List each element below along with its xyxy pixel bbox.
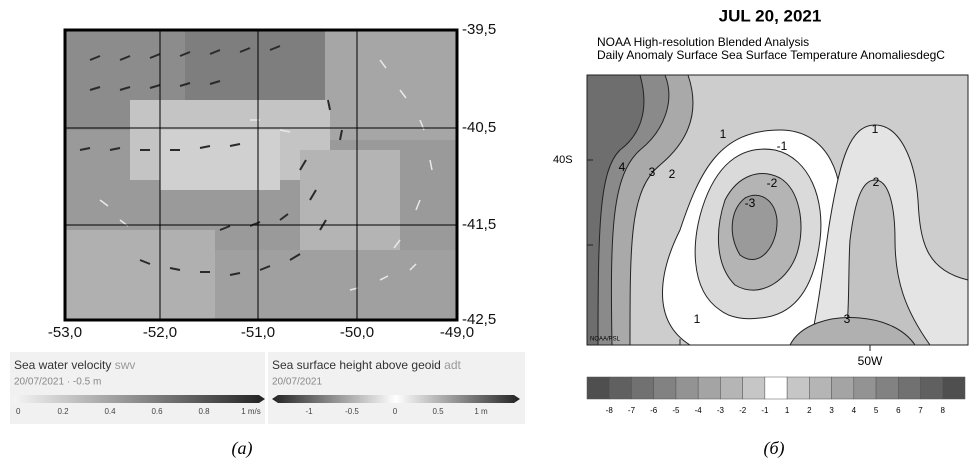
- legend-subtitle: 20/07/2021 · -0.5 m: [14, 377, 101, 388]
- colorbar-cell: [875, 376, 899, 400]
- colorbar-tick: -8: [606, 406, 614, 415]
- subtitle: NOAA High-resolution Blended Analysis: [597, 35, 809, 49]
- x-tick-label: -50,0: [340, 324, 374, 341]
- colorbar-tick: 5: [874, 406, 879, 415]
- caption: (б): [763, 438, 784, 459]
- colorbar-tick: -3: [717, 406, 725, 415]
- map-cell: [160, 130, 280, 190]
- colorbar-tick: -1: [761, 406, 769, 415]
- contour-label: 1: [694, 312, 701, 326]
- credit: NOAA/PSL: [590, 337, 621, 343]
- lon-label: 50W: [858, 354, 883, 368]
- contour-map: [586, 74, 969, 346]
- contour-label: 2: [669, 167, 676, 181]
- graticule: [65, 30, 457, 320]
- contour-label: 1: [720, 127, 727, 141]
- legend-tick: 0.8: [198, 407, 210, 416]
- contour-label: 3: [649, 165, 656, 179]
- legend-title: Sea surface height above geoid adt: [272, 358, 461, 372]
- legend-title: Sea water velocity swv: [14, 358, 135, 372]
- velocity-map: [63, 28, 459, 322]
- colorbar-cell: [942, 376, 966, 400]
- colorbar-cell: [608, 376, 632, 400]
- colorbar: [272, 395, 520, 403]
- colorbar-cell: [786, 376, 810, 400]
- legend-tick: 0: [393, 407, 398, 416]
- map-cell: [300, 150, 400, 250]
- legend-tick: 0: [16, 407, 21, 416]
- legend-box: [268, 352, 525, 424]
- legend-tick: 0.5: [432, 407, 444, 416]
- legend-tick: 1 m: [474, 407, 488, 416]
- colorbar-cell: [764, 376, 788, 400]
- colorbar-tick: -7: [628, 406, 636, 415]
- contour-label: 2: [873, 175, 880, 189]
- colorbar-tick: 8: [941, 406, 946, 415]
- colorbar-cell: [920, 376, 944, 400]
- map-frame: [63, 28, 459, 322]
- legend-code: adt: [444, 358, 461, 372]
- map-frame: [586, 74, 969, 346]
- colorbar: [14, 395, 265, 403]
- y-tick-label: -41,5: [462, 216, 496, 233]
- colorbar-tick: 2: [807, 406, 812, 415]
- colorbar-cell: [831, 376, 855, 400]
- legend-title-text: Sea water velocity: [14, 358, 111, 372]
- subtitle: Daily Anomaly Surface Sea Surface Temper…: [597, 48, 945, 62]
- legend-title-text: Sea surface height above geoid: [272, 358, 441, 372]
- colorbar-cell: [653, 376, 677, 400]
- colorbar-cell: [720, 376, 743, 400]
- x-tick-label: -49,0: [440, 324, 474, 341]
- map-cell: [185, 30, 325, 100]
- velocity-arrows: [79, 45, 343, 276]
- colorbar-tick: -5: [672, 406, 680, 415]
- legend-tick: 0.2: [57, 407, 69, 416]
- map-cell: [65, 230, 215, 320]
- velocity-arrows-light: [99, 59, 433, 291]
- colorbar-tick: -6: [650, 406, 658, 415]
- colorbar-cell: [697, 376, 721, 400]
- y-tick-label: -42,5: [462, 311, 496, 328]
- legend-tick: 0.6: [151, 407, 163, 416]
- y-tick-label: -40,5: [462, 119, 496, 136]
- colorbar-cell: [809, 376, 832, 400]
- colorbar-cell: [742, 376, 766, 400]
- contour-label: -3: [745, 196, 756, 210]
- x-tick-label: -51,0: [241, 324, 275, 341]
- legend-tick: -1: [305, 407, 313, 416]
- colorbar-tick: -4: [695, 406, 703, 415]
- y-tick-label: -39,5: [462, 21, 496, 38]
- caption: (a): [232, 438, 253, 459]
- map-cell: [325, 30, 457, 140]
- colorbar-tick: 7: [918, 406, 923, 415]
- lat-label: 40S: [553, 154, 573, 166]
- colorbar-tick: 3: [829, 406, 834, 415]
- contour-label: -2: [767, 176, 778, 190]
- legend-tick: 1 m/s: [241, 407, 261, 416]
- colorbar-tick: 6: [896, 406, 901, 415]
- legend-subtitle: 20/07/2021: [272, 377, 322, 388]
- legend-code: swv: [115, 358, 136, 372]
- colorbar-cell: [586, 376, 610, 400]
- colorbar-tick: 4: [852, 406, 857, 415]
- x-tick-label: -52,0: [143, 324, 177, 341]
- x-tick-label: -53,0: [48, 324, 82, 341]
- contour-label: 4: [619, 160, 626, 174]
- legend-tick: 0.4: [104, 407, 116, 416]
- contour-label: -1: [777, 139, 788, 153]
- legend-tick: -0.5: [345, 407, 359, 416]
- colorbar-cell: [898, 376, 921, 400]
- contour-label: 1: [872, 122, 879, 136]
- title: JUL 20, 2021: [719, 6, 822, 25]
- contour-label: 3: [844, 312, 851, 326]
- colorbar-cell: [853, 376, 877, 400]
- map-cell: [215, 250, 457, 320]
- colorbar-cell: [675, 376, 699, 400]
- colorbar-tick: 1: [785, 406, 790, 415]
- colorbar-tick: -2: [739, 406, 747, 415]
- colorbar-cell: [631, 376, 654, 400]
- legend-box: [10, 352, 265, 424]
